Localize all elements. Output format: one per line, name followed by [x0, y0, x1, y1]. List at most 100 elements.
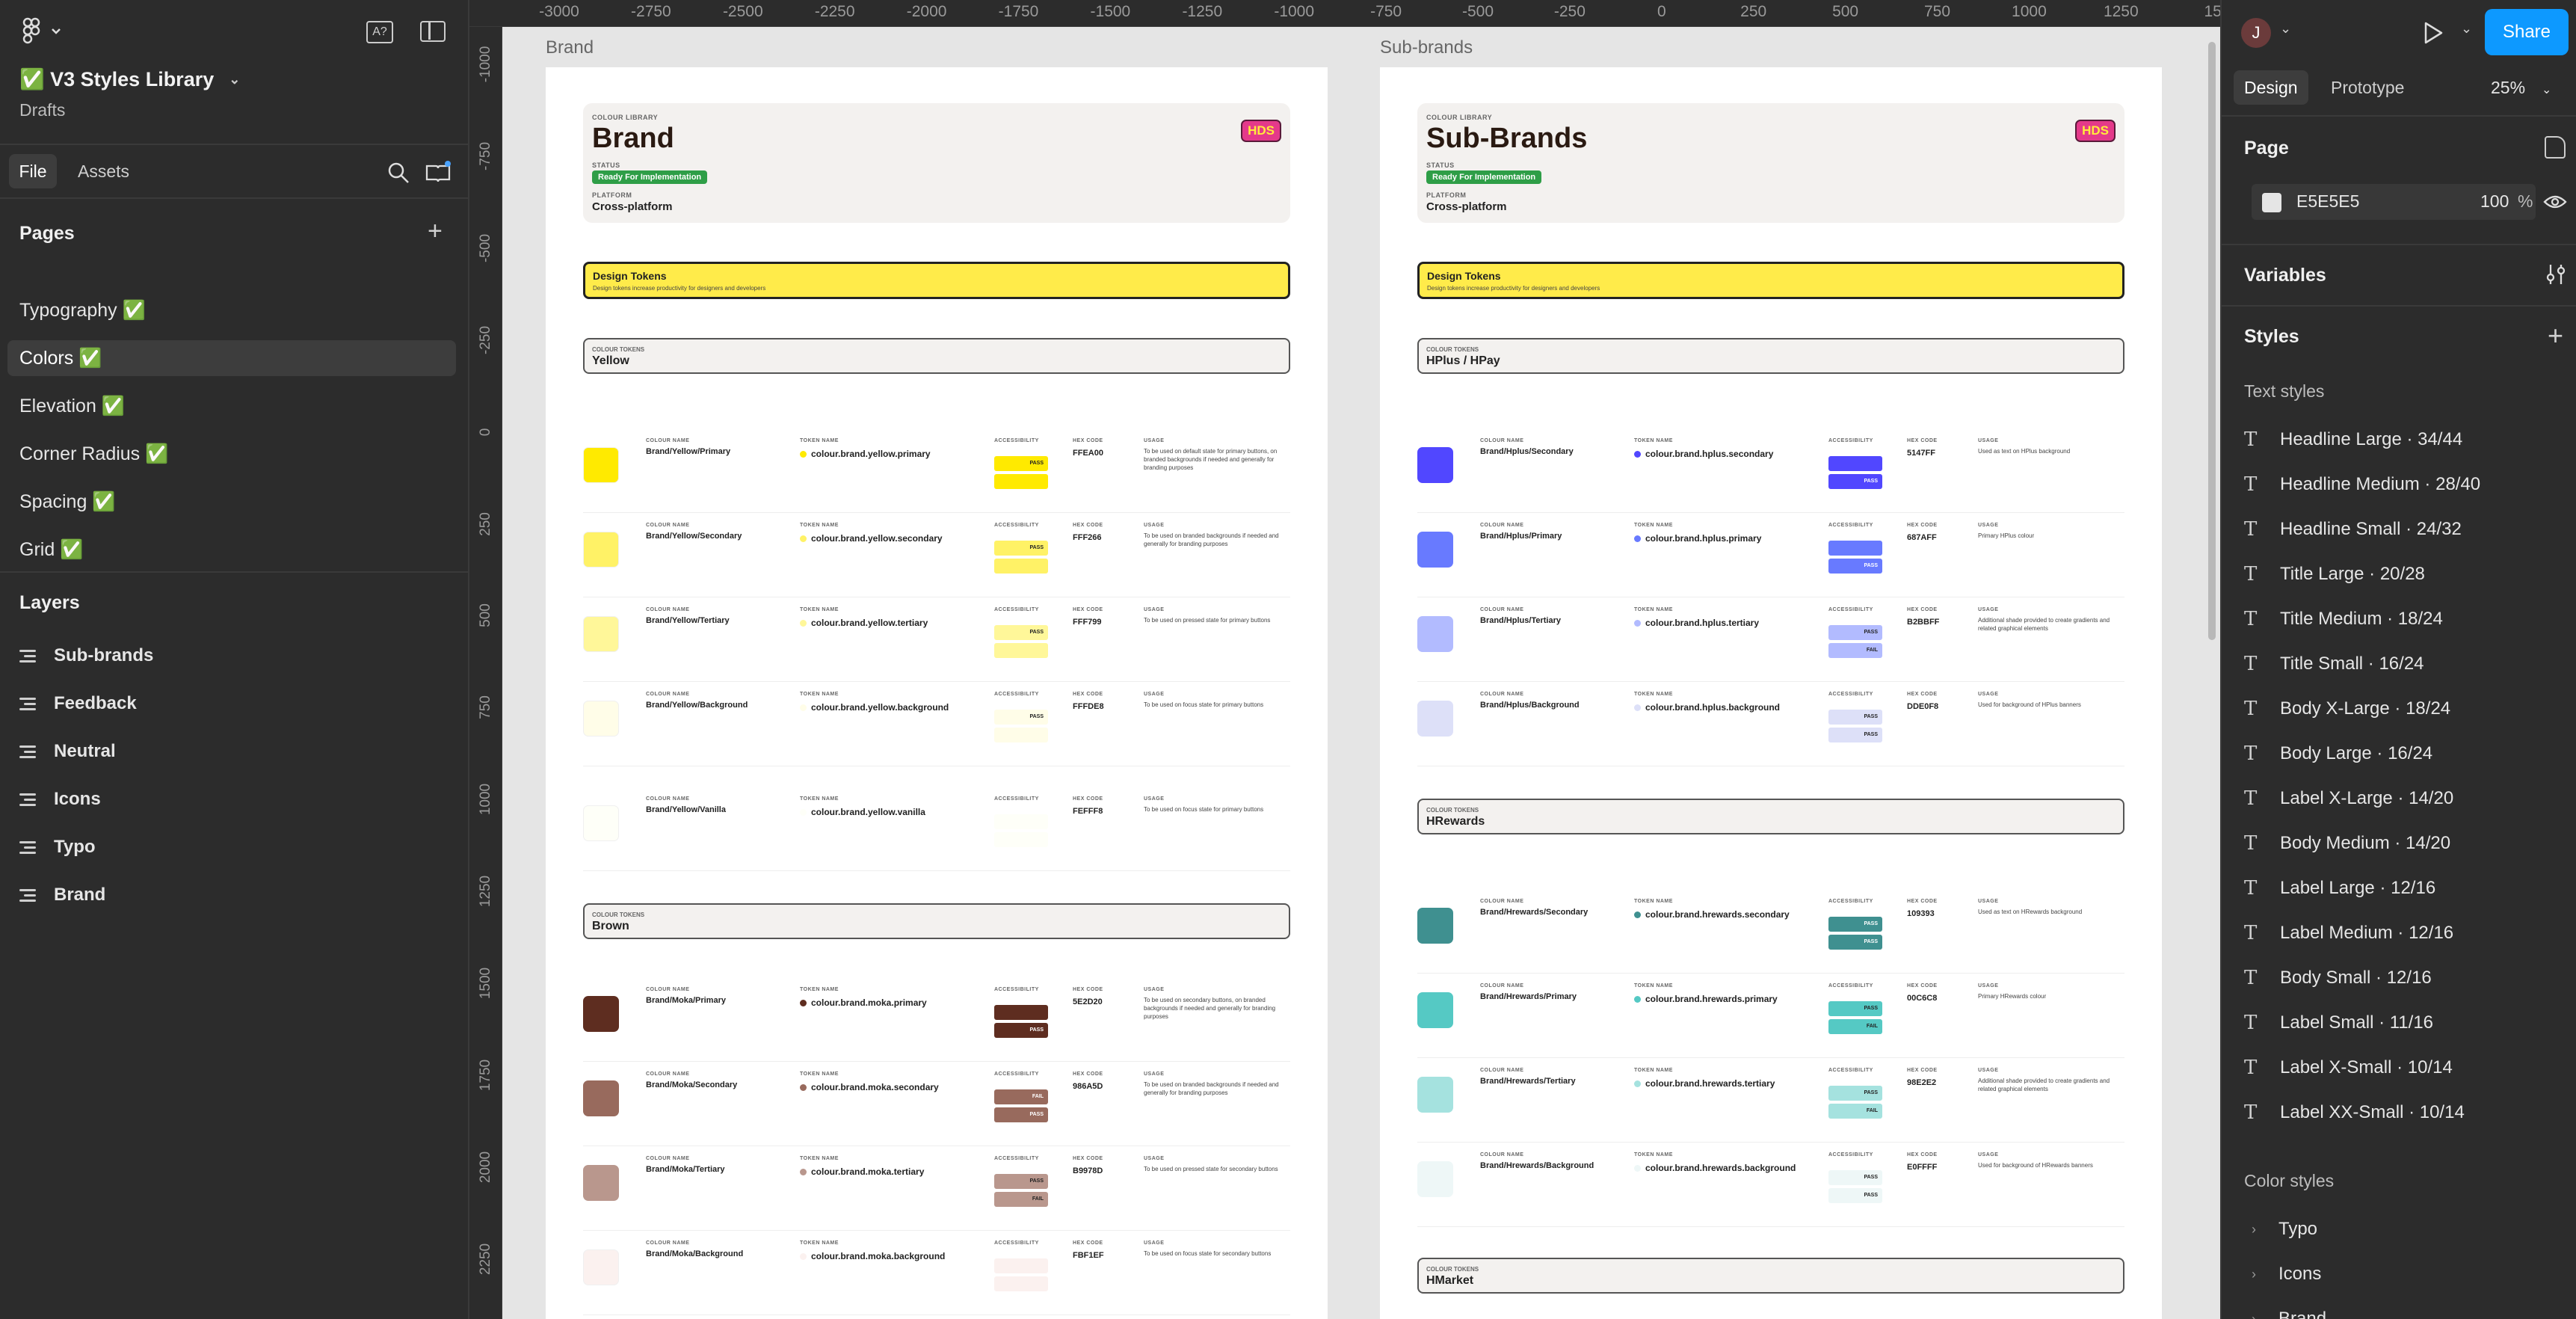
text-style-item[interactable]: T Title Large · 20/28 [2244, 559, 2425, 589]
hds-logo: HDS [1241, 120, 1281, 142]
frame-title-brand[interactable]: Brand [546, 37, 594, 58]
column-label: COLOUR NAME [646, 692, 690, 697]
text-style-item[interactable]: T Headline Small · 24/32 [2244, 514, 2462, 544]
column-label: ACCESSIBILITY [994, 987, 1039, 992]
colour-name: Brand/Yellow/Primary [646, 447, 731, 456]
status-label: STATUS [592, 162, 620, 169]
hex-code: DDE0F8 [1907, 702, 1939, 711]
column-label: HEX CODE [1073, 523, 1103, 528]
column-label: ACCESSIBILITY [1828, 523, 1873, 528]
page-item-elevation[interactable]: Elevation ✅ [19, 396, 125, 416]
canvas-scrollbar[interactable] [2208, 42, 2216, 640]
frame-header-card: COLOUR LIBRARY Brand STATUS Ready For Imple… [583, 103, 1290, 223]
column-label: COLOUR NAME [1480, 1068, 1524, 1073]
frame-sub-brands[interactable]: COLOUR LIBRARY Sub-Brands STATUS Ready For … [1380, 67, 2162, 1319]
zoom-level[interactable]: 25% ⌄ [2491, 70, 2551, 105]
page-item-spacing[interactable]: Spacing ✅ [19, 491, 116, 512]
page-item-colors[interactable]: Colors ✅ [19, 348, 102, 369]
layer-neutral[interactable]: Neutral [19, 737, 116, 766]
layer-label: Sub-brands [54, 645, 154, 665]
token-dot [1634, 1080, 1641, 1087]
ruler-left: -1000 -750 -500 -250 0 250 500 750 1000 1250 1500 1… [469, 27, 502, 1319]
figma-menu-icon[interactable] [19, 16, 64, 46]
divider [0, 197, 468, 199]
page-color-hex[interactable]: E5E5E5 [2296, 191, 2360, 211]
text-style-item[interactable]: T Title Medium · 18/24 [2244, 604, 2443, 634]
accessibility-badge: PASS [994, 456, 1048, 471]
text-style-item[interactable]: T Title Small · 16/24 [2244, 649, 2424, 679]
page-item-typography[interactable]: Typography ✅ [19, 300, 146, 321]
status-label: STATUS [1426, 162, 1455, 169]
add-style-icon[interactable]: + [2548, 320, 2564, 351]
text-style-icon: T [2244, 608, 2258, 630]
avatar[interactable]: J [2241, 18, 2271, 48]
text-style-item[interactable]: T Label XX-Small · 10/14 [2244, 1098, 2465, 1128]
row-divider [1417, 1226, 2124, 1227]
layer-brand[interactable]: Brand [19, 880, 105, 910]
token-name: colour.brand.moka.tertiary [800, 1166, 924, 1177]
column-label: ACCESSIBILITY [994, 607, 1039, 612]
text-style-item[interactable]: T Label Small · 11/16 [2244, 1008, 2433, 1038]
eye-icon[interactable] [2543, 193, 2567, 215]
color-style-group[interactable]: › Brand [2252, 1309, 2326, 1319]
ruler-top-label: 0 [1657, 3, 1666, 20]
token-label: colour.brand.hplus.secondary [1645, 449, 1774, 459]
text-style-item[interactable]: T Headline Medium · 28/40 [2244, 470, 2480, 499]
text-style-item[interactable]: T Body Small · 12/16 [2244, 963, 2432, 993]
text-style-icon: T [2244, 787, 2258, 810]
frame-title-sub-brands[interactable]: Sub-brands [1380, 37, 1473, 58]
text-style-item[interactable]: T Body Large · 16/24 [2244, 739, 2432, 769]
page-item-corner-radius[interactable]: Corner Radius ✅ [19, 443, 169, 464]
page-color-field[interactable] [2252, 184, 2536, 220]
layer-icons[interactable]: Icons [19, 784, 101, 814]
page-item-grid[interactable]: Grid ✅ [19, 539, 84, 560]
add-page-icon[interactable]: + [428, 217, 443, 245]
tab-prototype[interactable]: Prototype [2331, 78, 2405, 97]
color-style-group[interactable]: › Icons [2252, 1264, 2321, 1285]
accessibility-badge [994, 1258, 1048, 1273]
variables-settings-icon[interactable] [2545, 263, 2567, 289]
text-style-item[interactable]: T Body X-Large · 18/24 [2244, 694, 2450, 724]
text-style-item[interactable]: T Headline Large · 34/44 [2244, 425, 2462, 455]
text-style-item[interactable]: T Label X-Small · 10/14 [2244, 1053, 2453, 1083]
text-style-item[interactable]: T Label Large · 12/16 [2244, 873, 2435, 903]
ai-translate-icon[interactable]: A? [366, 21, 393, 43]
text-style-item[interactable]: T Body Medium · 14/20 [2244, 828, 2450, 858]
file-name[interactable]: ✅ V3 Styles Library ⌄ [19, 67, 240, 91]
color-styles-title: Color styles [2244, 1171, 2335, 1190]
share-button[interactable]: Share [2485, 9, 2569, 55]
page-color-swatch[interactable] [2262, 193, 2281, 212]
library-icon[interactable] [425, 160, 452, 184]
layer-typo[interactable]: Typo [19, 832, 96, 862]
ruler-top-label: 500 [1832, 3, 1859, 20]
page-opacity[interactable]: 100 [2480, 191, 2509, 211]
frame-brand[interactable]: COLOUR LIBRARY Brand STATUS Ready For Imple… [546, 67, 1328, 1319]
accessibility-badge [994, 474, 1048, 489]
colour-row: COLOUR NAME TOKEN NAME ACCESSIBILITY HEX CO… [1417, 607, 2124, 682]
tab-file[interactable]: File [9, 154, 57, 188]
canvas[interactable]: Brand Sub-brands COLOUR LIBRARY Brand STAT… [502, 27, 2220, 1319]
layer-sub-brands[interactable]: Sub-brands [19, 641, 153, 671]
tab-design[interactable]: Design [2234, 70, 2308, 105]
text-style-item[interactable]: T Label Medium · 12/16 [2244, 918, 2453, 948]
text-style-item[interactable]: T Label X-Large · 14/20 [2244, 784, 2453, 814]
usage-text: Used for background of HRewards banners [1978, 1162, 2093, 1169]
toggle-sidebar-icon[interactable] [420, 21, 446, 42]
accessibility-badge: PASS [994, 710, 1048, 725]
colour-group-label: COLOUR TOKENS [1426, 1266, 1479, 1273]
search-icon[interactable] [387, 162, 410, 184]
colour-row: COLOUR NAME TOKEN NAME ACCESSIBILITY HEX CO… [1417, 1068, 2124, 1143]
usage-text: Additional shade provided to create grad… [1978, 617, 2110, 632]
tab-assets[interactable]: Assets [78, 162, 130, 181]
layer-feedback[interactable]: Feedback [19, 689, 137, 719]
column-label: COLOUR NAME [1480, 523, 1524, 528]
chevron-down-icon[interactable]: ⌄ [2461, 21, 2473, 36]
chevron-down-icon[interactable]: ⌄ [2280, 21, 2292, 36]
hds-logo: HDS [2075, 120, 2116, 142]
present-play-icon[interactable] [2422, 21, 2444, 49]
page-color-styles-icon[interactable] [2545, 136, 2566, 159]
file-location: Drafts [19, 100, 66, 120]
color-style-group[interactable]: › Typo [2252, 1219, 2317, 1240]
divider [0, 144, 468, 145]
column-label: TOKEN NAME [1634, 692, 1673, 697]
